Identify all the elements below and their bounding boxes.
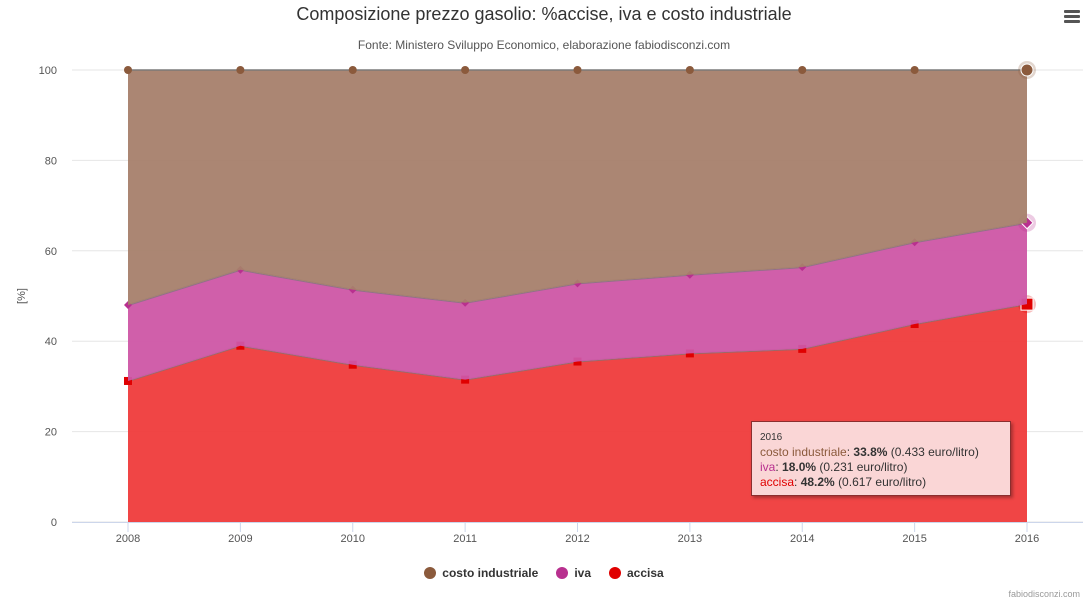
data-point-costo-industriale <box>798 66 807 74</box>
x-tick-label: 2014 <box>790 533 814 545</box>
tooltip-row: costo industriale: 33.8% (0.433 euro/lit… <box>760 445 979 459</box>
tooltip-value: 18.0% <box>782 460 817 474</box>
x-tick-label: 2013 <box>678 533 702 545</box>
legend-label: iva <box>574 566 591 580</box>
tooltip-value: 48.2% <box>800 475 835 489</box>
legend-item-iva[interactable]: iva <box>556 566 591 580</box>
chart-title: Composizione prezzo gasolio: %accise, iv… <box>296 4 792 24</box>
y-tick-label: 60 <box>45 246 57 258</box>
y-tick-label: 20 <box>45 427 57 439</box>
data-point-costo-industriale <box>461 66 470 74</box>
y-tick-label: 100 <box>39 65 57 77</box>
x-tick-label: 2016 <box>1015 533 1039 545</box>
x-tick-label: 2010 <box>341 533 365 545</box>
tooltip-extra: (0.617 euro/litro) <box>838 475 927 489</box>
data-point-costo-industriale <box>573 66 582 74</box>
data-point-costo-industriale <box>348 66 357 74</box>
menu-icon[interactable] <box>1064 8 1080 25</box>
area-costo-industriale <box>128 70 1027 306</box>
tooltip-extra: (0.231 euro/litro) <box>819 460 908 474</box>
legend-label: costo industriale <box>442 566 539 580</box>
tooltip-series: costo industriale <box>760 445 847 459</box>
legend-marker <box>556 567 569 579</box>
tooltip-extra: (0.433 euro/litro) <box>890 445 979 459</box>
legend-marker <box>609 567 621 579</box>
x-tick-label: 2012 <box>565 533 589 545</box>
area-iva <box>128 222 1027 381</box>
tooltip-series: accisa <box>760 475 795 489</box>
data-point-costo-industriale <box>124 66 132 74</box>
x-tick-label: 2015 <box>902 533 926 545</box>
chart-subtitle: Fonte: Ministero Sviluppo Economico, ela… <box>357 38 731 52</box>
legend-item-accisa[interactable]: accisa <box>609 566 664 580</box>
tooltip-header: 2016 <box>760 432 783 443</box>
tooltip-row: iva: 18.0% (0.231 euro/litro) <box>760 460 908 474</box>
data-point-costo-industriale <box>685 66 694 74</box>
tooltip: 2016 costo industriale: 33.8% (0.433 eur… <box>751 421 1011 496</box>
legend-marker <box>424 567 437 579</box>
tooltip-series: iva <box>760 460 776 474</box>
tooltip-value: 33.8% <box>853 445 888 459</box>
x-tick-label: 2008 <box>116 533 140 545</box>
y-tick-label: 80 <box>45 155 57 167</box>
data-point-costo-industriale <box>1020 63 1034 77</box>
legend-label: accisa <box>627 566 664 580</box>
x-tick-label: 2009 <box>228 533 252 545</box>
data-point-costo-industriale <box>910 66 919 74</box>
y-tick-label: 0 <box>51 517 57 529</box>
x-tick-label: 2011 <box>453 533 477 545</box>
data-point-costo-industriale <box>236 66 245 74</box>
legend: costo industriale iva accisa <box>0 566 1088 580</box>
credit-link[interactable]: fabiodisconzi.com <box>1008 589 1080 599</box>
y-axis-title: [%] <box>16 288 28 304</box>
legend-item-costo[interactable]: costo industriale <box>424 566 538 580</box>
tooltip-row: accisa: 48.2% (0.617 euro/litro) <box>760 475 927 489</box>
y-tick-label: 40 <box>45 336 57 348</box>
